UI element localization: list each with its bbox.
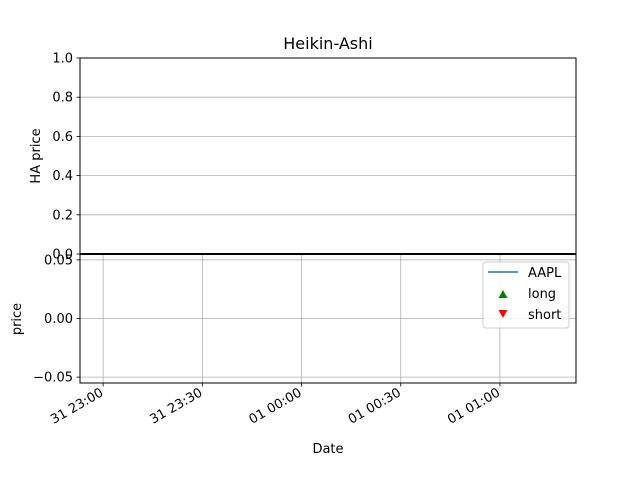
top-y-tick-label: 0.2 — [52, 208, 73, 223]
legend: AAPL long short — [482, 261, 570, 329]
bottom-y-tick-label: −0.05 — [33, 371, 73, 386]
bottom-y-axis-label: price — [10, 303, 25, 335]
top-panel-y-ticks: 0.0 0.2 0.4 0.6 0.8 1.0 — [52, 52, 80, 263]
top-y-axis-label: HA price — [29, 128, 44, 183]
bottom-y-tick-label: 0.00 — [44, 312, 73, 327]
bottom-y-tick-label: 0.05 — [44, 253, 73, 268]
top-y-tick-label: 0.4 — [52, 169, 73, 184]
chart-title: Heikin-Ashi — [283, 34, 372, 53]
top-y-tick-label: 0.8 — [52, 91, 73, 106]
x-axis-label: Date — [312, 442, 343, 457]
legend-marker-short — [498, 310, 508, 318]
legend-marker-long — [498, 290, 508, 298]
top-y-tick-label: 0.0 — [52, 248, 73, 263]
legend-label-aapl: AAPL — [528, 266, 562, 281]
top-y-tick-label: 0.6 — [52, 130, 73, 145]
legend-label-long: long — [528, 287, 556, 302]
bottom-panel-y-ticks: −0.05 0.00 0.05 — [33, 253, 80, 386]
top-y-tick-label: 1.0 — [52, 52, 73, 67]
top-panel-grid — [80, 96, 576, 216]
legend-label-short: short — [528, 308, 561, 323]
